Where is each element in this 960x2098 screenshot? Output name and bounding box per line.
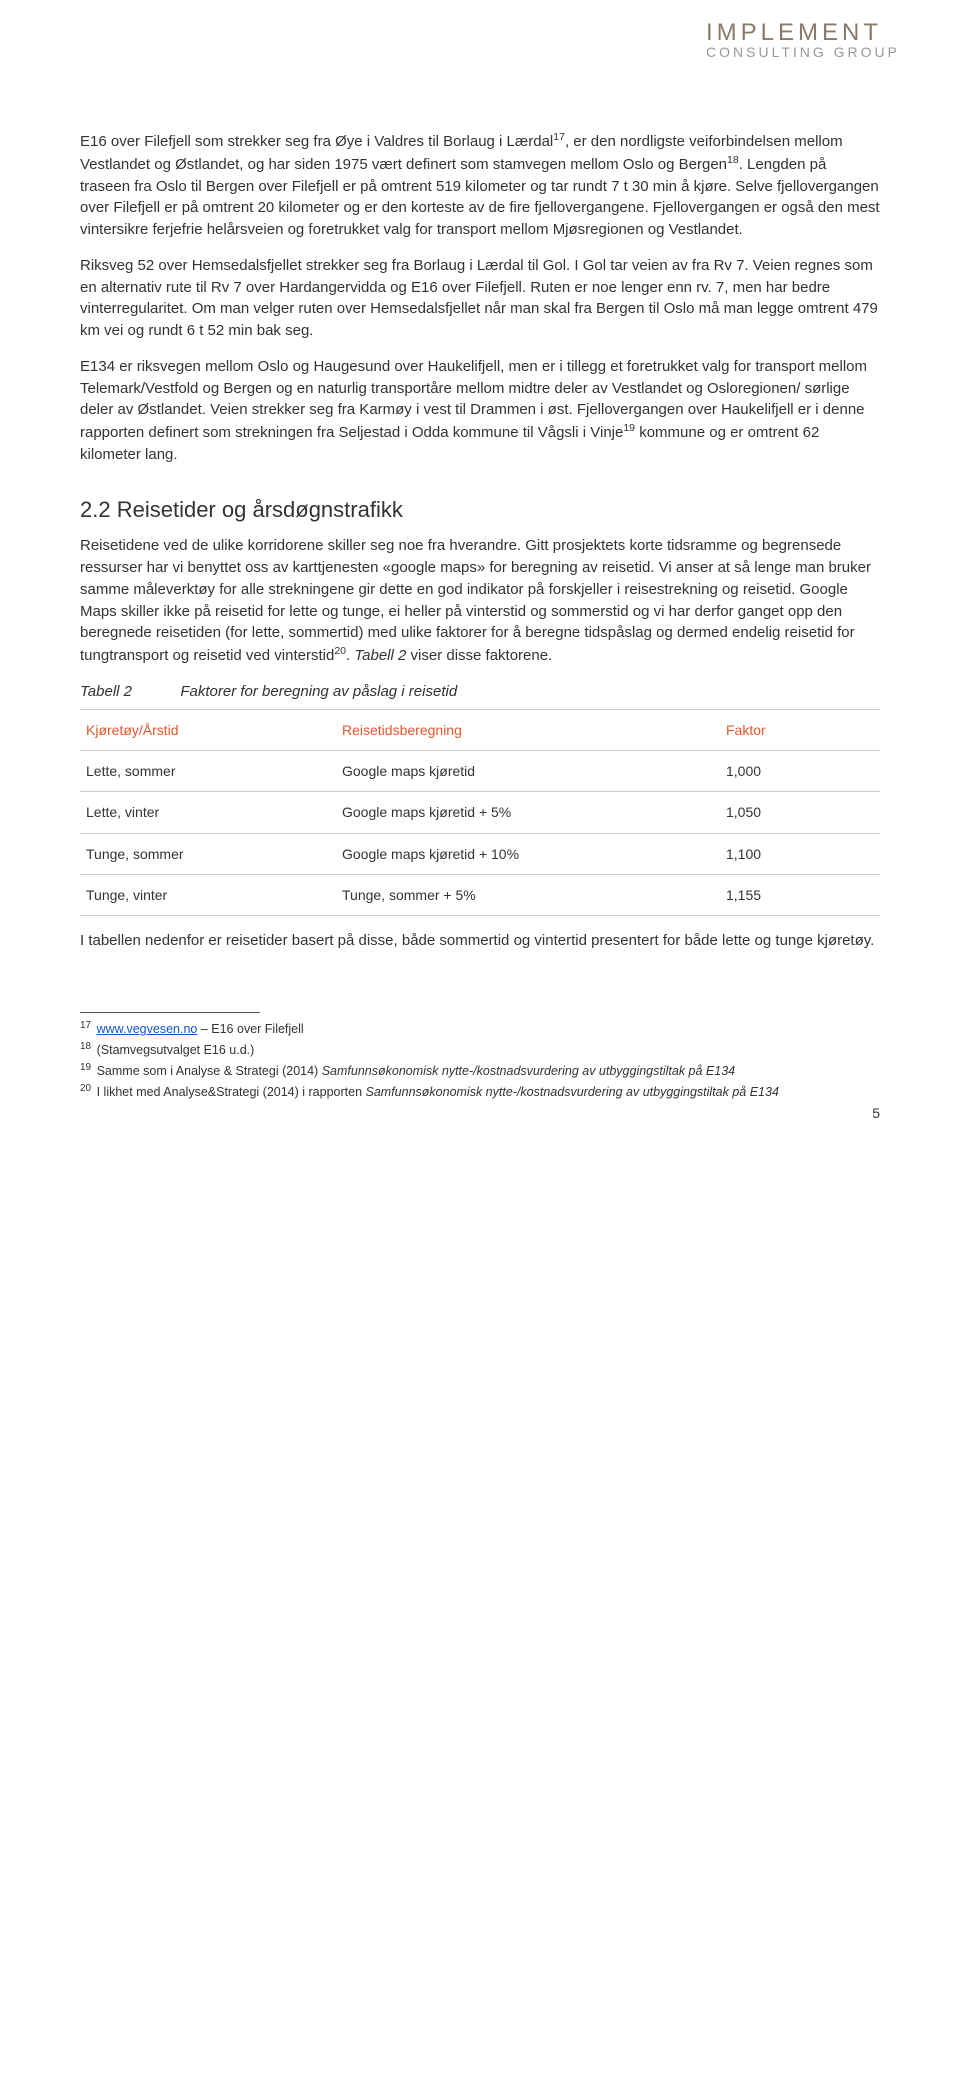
factors-table: Kjøretøy/Årstid Reisetidsberegning Fakto… bbox=[80, 709, 880, 916]
cell: Tunge, sommer bbox=[80, 833, 336, 874]
cell: Google maps kjøretid bbox=[336, 750, 720, 791]
footnote-ref-20: 20 bbox=[334, 645, 346, 657]
table-caption: Tabell 2 Faktorer for beregning av påsla… bbox=[80, 681, 880, 703]
fn-tail: – E16 over Filefjell bbox=[197, 1022, 303, 1036]
cell: 1,100 bbox=[720, 833, 880, 874]
page-number: 5 bbox=[872, 1103, 880, 1123]
cell: Google maps kjøretid + 10% bbox=[336, 833, 720, 874]
footnote-rule bbox=[80, 1012, 260, 1013]
table-caption-text: Faktorer for beregning av påslag i reise… bbox=[180, 683, 457, 700]
fn-em: Samfunnsøkonomisk nytte-/kostnadsvurderi… bbox=[366, 1085, 779, 1099]
fn-text: (Stamvegsutvalget E16 u.d.) bbox=[93, 1043, 254, 1057]
logo-line2: CONSULTING GROUP bbox=[706, 45, 900, 60]
cell: Tunge, vinter bbox=[80, 874, 336, 915]
after-table-paragraph: I tabellen nedenfor er reisetider basert… bbox=[80, 930, 880, 952]
fn-num: 20 bbox=[80, 1083, 91, 1094]
footnote-17: 17 www.vegvesen.no – E16 over Filefjell bbox=[80, 1019, 880, 1038]
footnote-link[interactable]: www.vegvesen.no bbox=[97, 1022, 198, 1036]
p1-text-a: E16 over Filefjell som strekker seg fra … bbox=[80, 133, 553, 150]
fn-num: 19 bbox=[80, 1062, 91, 1073]
footnotes-block: 17 www.vegvesen.no – E16 over Filefjell … bbox=[80, 1012, 880, 1101]
section-body-ref: Tabell 2 bbox=[354, 647, 406, 664]
cell: Lette, sommer bbox=[80, 750, 336, 791]
footnote-20: 20 I likhet med Analyse&Strategi (2014) … bbox=[80, 1082, 880, 1101]
section-number: 2.2 bbox=[80, 497, 111, 522]
logo-line1: IMPLEMENT bbox=[706, 20, 900, 45]
paragraph-1: E16 over Filefjell som strekker seg fra … bbox=[80, 130, 880, 241]
table-row: Lette, vinter Google maps kjøretid + 5% … bbox=[80, 792, 880, 833]
fn-num: 18 bbox=[80, 1041, 91, 1052]
fn-em: Samfunnsøkonomisk nytte-/kostnadsvurderi… bbox=[322, 1064, 735, 1078]
section-body-a: Reisetidene ved de ulike korridorene ski… bbox=[80, 537, 871, 664]
fn-num: 17 bbox=[80, 1020, 91, 1031]
section-body: Reisetidene ved de ulike korridorene ski… bbox=[80, 535, 880, 667]
footnote-ref-19: 19 bbox=[623, 422, 635, 434]
section-title: Reisetider og årsdøgnstrafikk bbox=[117, 497, 403, 522]
cell: 1,050 bbox=[720, 792, 880, 833]
footnote-ref-18: 18 bbox=[727, 154, 739, 166]
table-row: Tunge, sommer Google maps kjøretid + 10%… bbox=[80, 833, 880, 874]
col-header-1: Kjøretøy/Årstid bbox=[80, 709, 336, 750]
paragraph-2: Riksveg 52 over Hemsedalsfjellet strekke… bbox=[80, 255, 880, 342]
section-body-c: viser disse faktorene. bbox=[406, 647, 552, 664]
cell: 1,000 bbox=[720, 750, 880, 791]
cell: Tunge, sommer + 5% bbox=[336, 874, 720, 915]
cell: Lette, vinter bbox=[80, 792, 336, 833]
cell: Google maps kjøretid + 5% bbox=[336, 792, 720, 833]
table-header-row: Kjøretøy/Årstid Reisetidsberegning Fakto… bbox=[80, 709, 880, 750]
table-caption-label: Tabell 2 bbox=[80, 683, 132, 700]
footnote-ref-17: 17 bbox=[553, 131, 565, 143]
brand-logo: IMPLEMENT CONSULTING GROUP bbox=[706, 20, 900, 60]
table-row: Lette, sommer Google maps kjøretid 1,000 bbox=[80, 750, 880, 791]
col-header-3: Faktor bbox=[720, 709, 880, 750]
footnote-18: 18 (Stamvegsutvalget E16 u.d.) bbox=[80, 1040, 880, 1059]
footnote-19: 19 Samme som i Analyse & Strategi (2014)… bbox=[80, 1061, 880, 1080]
table-row: Tunge, vinter Tunge, sommer + 5% 1,155 bbox=[80, 874, 880, 915]
fn-pre: Samme som i Analyse & Strategi (2014) bbox=[93, 1064, 322, 1078]
paragraph-3: E134 er riksvegen mellom Oslo og Haugesu… bbox=[80, 356, 880, 466]
fn-pre: I likhet med Analyse&Strategi (2014) i r… bbox=[93, 1085, 365, 1099]
cell: 1,155 bbox=[720, 874, 880, 915]
col-header-2: Reisetidsberegning bbox=[336, 709, 720, 750]
section-heading: 2.2 Reisetider og årsdøgnstrafikk bbox=[80, 494, 880, 526]
